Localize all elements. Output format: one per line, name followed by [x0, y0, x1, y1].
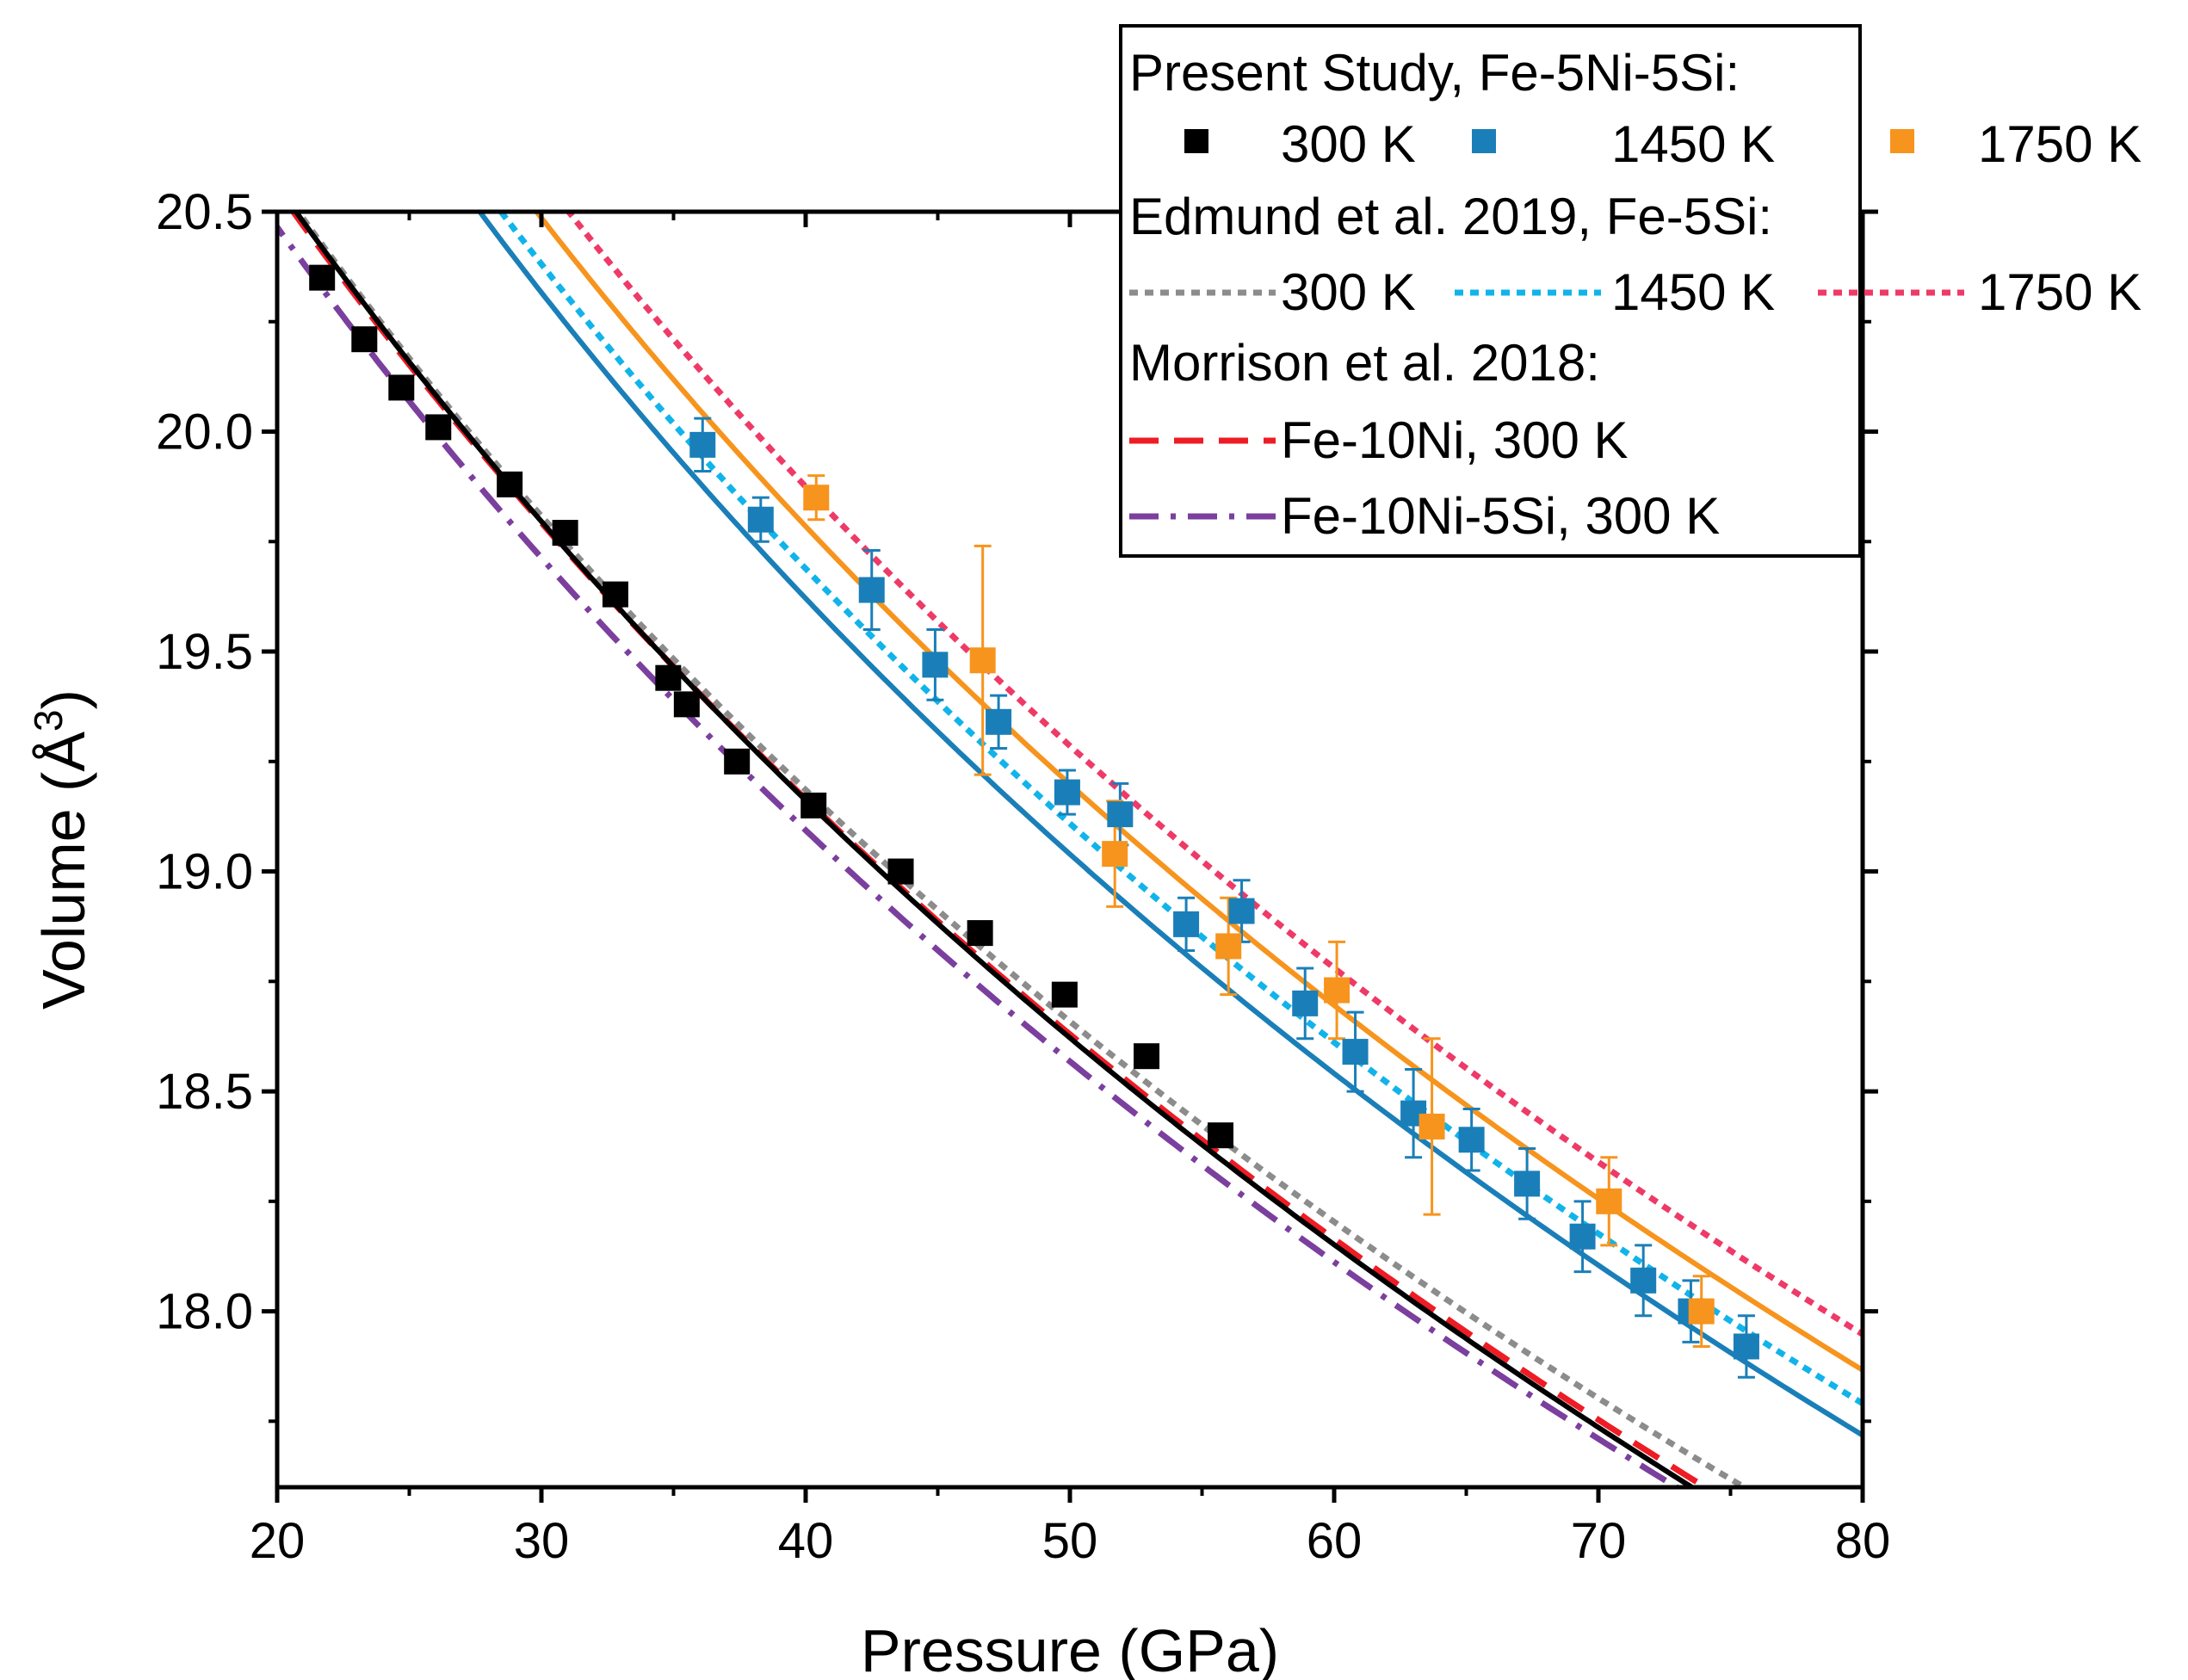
data-point-series-1 [1228, 898, 1255, 924]
data-point-series-2 [969, 647, 996, 674]
data-point-series-0 [388, 374, 415, 401]
legend-heading-present: Present Study, Fe-5Ni-5Si: [1129, 44, 1740, 102]
data-point-series-2 [1102, 841, 1128, 868]
data-point-series-1 [747, 506, 774, 533]
data-point-series-0 [309, 264, 336, 291]
y-tick-label: 19.5 [156, 624, 253, 680]
data-point-series-0 [602, 581, 628, 608]
legend-marker-1750k [1890, 129, 1914, 153]
legend-label-present-300k: 300 K [1281, 115, 1416, 173]
x-tick-label: 70 [1571, 1513, 1627, 1569]
legend-label-edmund-1750k: 1750 K [1978, 263, 2142, 321]
x-axis-label: Pressure (GPa) [861, 1617, 1279, 1680]
data-point-series-0 [497, 471, 523, 497]
data-point-series-0 [552, 520, 578, 547]
data-point-series-0 [1134, 1043, 1160, 1070]
legend-label-edmund-300k: 300 K [1281, 263, 1416, 321]
x-tick-label: 40 [778, 1513, 834, 1569]
data-point-series-2 [1688, 1298, 1715, 1325]
data-point-series-1 [1292, 990, 1319, 1016]
data-point-series-1 [1733, 1333, 1759, 1360]
data-point-series-0 [887, 858, 914, 885]
legend-heading-morrison: Morrison et al. 2018: [1129, 334, 1600, 392]
data-point-series-0 [655, 664, 682, 691]
y-axis-label-main: Volume (Å [30, 732, 97, 1010]
data-point-series-2 [1418, 1113, 1445, 1140]
data-point-series-0 [1207, 1122, 1233, 1149]
data-point-series-1 [858, 577, 885, 603]
data-point-series-1 [1173, 911, 1200, 937]
data-point-series-1 [1514, 1170, 1541, 1197]
eos-curve-2 [565, 212, 1863, 1338]
data-point-series-2 [1215, 933, 1242, 960]
data-point-series-2 [803, 485, 830, 511]
legend-label-present-1450k: 1450 K [1611, 115, 1775, 173]
y-tick-label: 20.0 [156, 405, 253, 460]
legend-marker-1450k [1472, 129, 1496, 153]
data-markers [309, 264, 1759, 1360]
data-point-series-0 [425, 414, 452, 441]
legend: Present Study, Fe-5Ni-5Si: 300 K 1450 K … [1119, 24, 2142, 558]
y-axis-label-close: ) [30, 689, 97, 709]
x-tick-label: 80 [1835, 1513, 1891, 1569]
x-tick-label: 20 [250, 1513, 306, 1569]
y-tick-label: 20.5 [156, 184, 253, 240]
x-tick-label: 60 [1307, 1513, 1363, 1569]
legend-marker-300k [1184, 129, 1208, 153]
data-point-series-2 [1596, 1188, 1622, 1214]
data-point-series-0 [351, 326, 378, 353]
x-tick-label: 50 [1042, 1513, 1098, 1569]
data-point-series-2 [1324, 977, 1351, 1004]
data-point-series-1 [1342, 1039, 1369, 1065]
data-point-series-1 [1569, 1223, 1596, 1250]
y-axis-label: Volume (Å3) [26, 689, 97, 1010]
data-point-series-1 [1107, 801, 1134, 828]
legend-heading-edmund: Edmund et al. 2019, Fe-5Si: [1129, 188, 1772, 245]
y-axis: 18.0 18.5 19.0 19.5 20.0 20.5 [156, 184, 1878, 1424]
data-point-series-1 [986, 708, 1012, 735]
legend-label-edmund-1450k: 1450 K [1611, 263, 1775, 321]
data-point-series-0 [800, 792, 827, 818]
data-point-series-0 [967, 920, 993, 947]
y-tick-label: 18.0 [156, 1284, 253, 1340]
eos-curve-6 [476, 212, 1863, 1439]
data-point-series-1 [1458, 1127, 1485, 1153]
eos-curve-1 [497, 212, 1863, 1407]
data-point-series-1 [1630, 1267, 1657, 1294]
y-tick-label: 19.0 [156, 844, 253, 900]
data-point-series-0 [1051, 981, 1078, 1008]
data-point-series-1 [922, 652, 949, 678]
legend-label-morrison-feni: Fe-10Ni, 300 K [1281, 411, 1629, 469]
data-point-series-1 [689, 431, 716, 458]
y-axis-label-sup: 3 [26, 709, 71, 732]
data-point-series-0 [673, 691, 700, 718]
eos-curve-5 [293, 212, 1697, 1487]
eos-curve-0 [294, 212, 1751, 1487]
data-point-series-0 [724, 748, 751, 775]
y-tick-label: 18.5 [156, 1064, 253, 1120]
x-tick-label: 30 [514, 1513, 570, 1569]
legend-label-morrison-fenisi: Fe-10Ni-5Si, 300 K [1281, 487, 1720, 545]
data-point-series-1 [1054, 779, 1080, 806]
legend-label-present-1750k: 1750 K [1978, 115, 2142, 173]
